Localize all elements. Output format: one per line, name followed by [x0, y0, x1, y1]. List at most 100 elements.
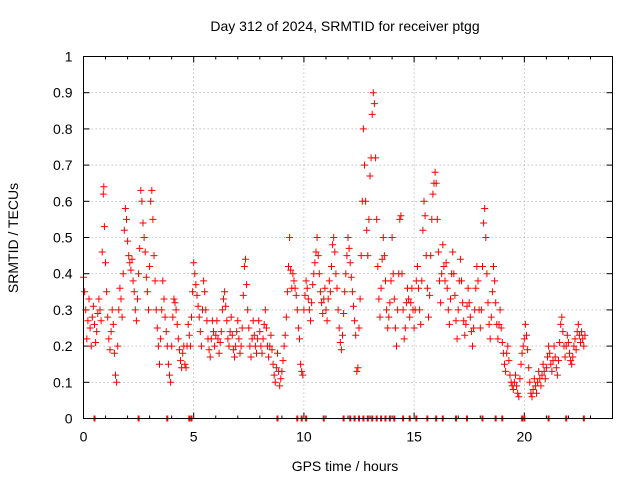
data-point: [329, 241, 337, 249]
data-point: [432, 179, 440, 187]
data-point: [469, 342, 476, 350]
data-point: [128, 255, 136, 263]
x-tick-label: 20: [517, 429, 533, 445]
data-point: [467, 328, 475, 336]
data-point: [562, 342, 570, 350]
data-point: [169, 313, 177, 321]
data-point: [513, 382, 521, 390]
data-point: [393, 342, 400, 350]
data-point: [87, 342, 95, 350]
data-point: [113, 378, 121, 386]
data-point: [442, 259, 450, 267]
data-point: [355, 324, 363, 332]
data-point: [222, 302, 230, 310]
data-point: [135, 270, 143, 278]
data-point: [236, 349, 244, 357]
data-point: [238, 324, 246, 332]
data-point: [115, 306, 123, 314]
data-point: [231, 353, 238, 361]
data-point: [255, 317, 263, 325]
data-point: [571, 335, 579, 343]
data-point: [168, 342, 176, 350]
data-point: [129, 277, 137, 285]
data-point: [235, 335, 243, 343]
data-point: [149, 215, 157, 223]
data-point: [533, 389, 540, 397]
data-point: [102, 259, 109, 267]
data-point: [420, 197, 428, 205]
data-point: [361, 161, 368, 169]
data-point: [400, 335, 408, 343]
data-point: [336, 339, 344, 346]
data-point: [164, 360, 172, 368]
data-point: [366, 172, 374, 180]
data-point: [470, 324, 478, 332]
y-tick-label: 1: [65, 49, 73, 65]
data-point: [162, 328, 170, 336]
data-point: [281, 331, 289, 339]
data-point: [550, 342, 558, 350]
data-point: [328, 263, 335, 270]
data-point: [441, 277, 449, 285]
data-point: [384, 324, 392, 332]
data-point: [285, 263, 292, 270]
data-point: [184, 320, 192, 328]
data-point: [312, 248, 320, 256]
data-point: [341, 288, 349, 296]
data-point: [461, 331, 469, 339]
data-point: [265, 353, 273, 361]
data-point: [214, 335, 222, 343]
data-point: [109, 320, 117, 328]
data-point: [91, 320, 98, 328]
data-point: [202, 306, 210, 314]
data-point: [426, 291, 434, 299]
data-point: [491, 277, 499, 285]
data-point: [286, 234, 294, 241]
data-point: [578, 328, 586, 336]
data-point: [495, 320, 503, 328]
data-point: [345, 244, 353, 252]
data-point: [354, 364, 362, 372]
data-point: [126, 259, 134, 267]
data-point: [572, 346, 580, 354]
data-point: [415, 284, 422, 292]
data-point: [215, 349, 223, 357]
data-point: [150, 252, 158, 260]
data-point: [159, 277, 167, 285]
data-point: [483, 270, 491, 278]
data-point: [509, 386, 517, 393]
data-point: [423, 284, 431, 292]
data-point: [477, 306, 485, 314]
data-point: [557, 320, 565, 328]
data-point: [492, 299, 500, 307]
data-point: [333, 284, 341, 292]
data-point: [269, 360, 277, 368]
data-point: [188, 313, 195, 321]
y-tick-label: 0.1: [53, 374, 73, 390]
data-point: [418, 277, 426, 285]
data-point: [326, 288, 334, 296]
data-point: [319, 310, 327, 317]
data-point: [110, 349, 118, 357]
data-point: [224, 335, 232, 343]
data-point: [484, 299, 492, 307]
data-point: [311, 259, 319, 267]
data-point: [161, 313, 169, 321]
data-point: [459, 299, 467, 307]
data-point: [568, 360, 576, 368]
data-point: [92, 339, 100, 346]
y-tick-label: 0.2: [53, 338, 73, 354]
data-point: [211, 342, 219, 350]
data-point: [243, 281, 251, 289]
data-point: [368, 110, 376, 118]
data-point: [279, 357, 287, 365]
data-point: [488, 288, 496, 296]
x-tick-label: 15: [406, 429, 422, 445]
y-tick-label: 0.9: [53, 85, 73, 101]
data-point: [344, 234, 352, 241]
data-point: [538, 371, 546, 379]
data-point: [274, 349, 281, 357]
data-point: [443, 284, 451, 292]
data-point: [167, 378, 175, 386]
